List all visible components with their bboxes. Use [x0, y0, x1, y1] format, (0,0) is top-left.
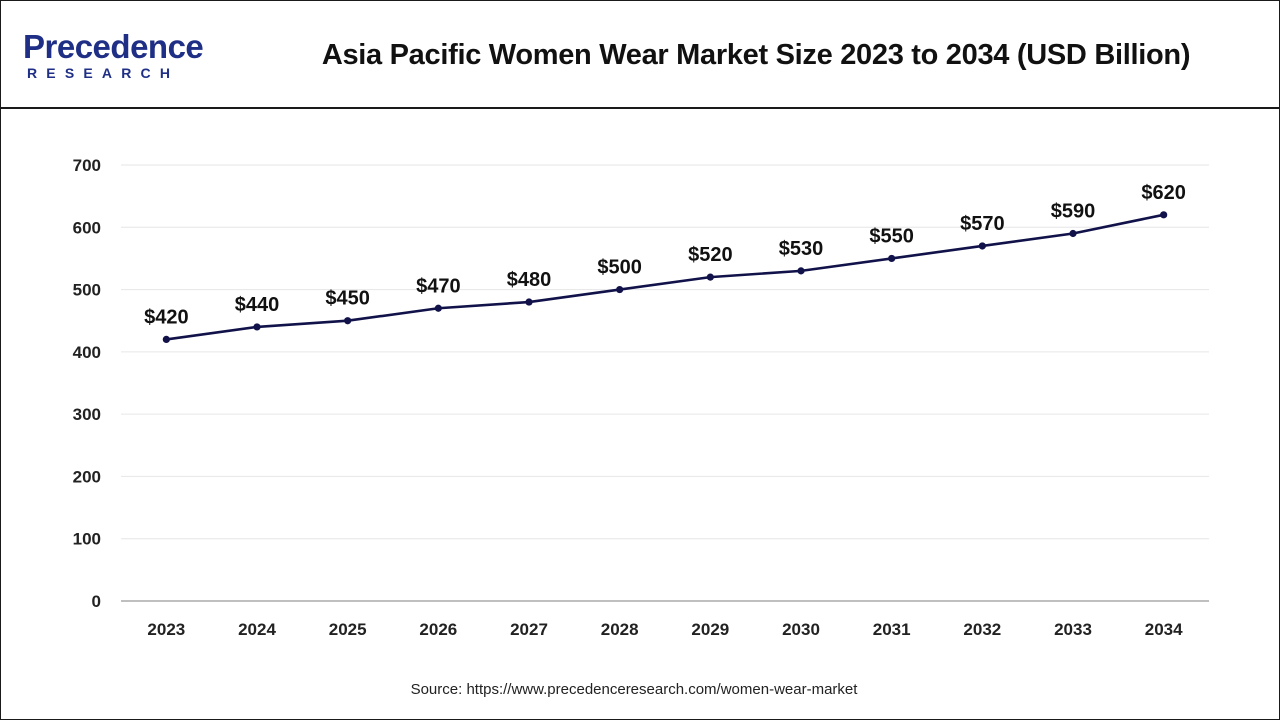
y-tick-label: 0: [92, 592, 101, 611]
series-line: [166, 213, 1164, 341]
data-label: $450: [325, 288, 370, 310]
y-tick-label: 200: [73, 467, 101, 486]
y-tick-label: 100: [73, 530, 101, 549]
data-point: [888, 254, 896, 263]
data-point: [1160, 211, 1168, 219]
data-label: $500: [597, 257, 642, 279]
data-point: [434, 304, 442, 312]
x-tick-label: 2028: [601, 620, 639, 639]
logo-wordmark: Precedence: [23, 28, 204, 65]
source-note: Source: https://www.precedenceresearch.c…: [410, 681, 858, 698]
data-label: $480: [507, 269, 552, 291]
y-tick-label: 700: [73, 156, 101, 175]
x-tick-label: 2029: [691, 620, 729, 639]
data-label: $520: [688, 244, 733, 266]
data-label: $420: [144, 306, 189, 328]
x-tick-label: 2031: [873, 620, 911, 639]
data-label: $550: [869, 225, 914, 247]
x-tick-label: 2024: [238, 620, 276, 639]
data-point: [1069, 229, 1077, 238]
x-tick-label: 2023: [147, 620, 185, 639]
data-point: [344, 317, 352, 325]
data-point: [706, 273, 714, 281]
data-label: $470: [416, 275, 461, 297]
x-tick-label: 2026: [419, 620, 457, 639]
data-label: $570: [960, 213, 1005, 235]
x-tick-label: 2032: [963, 620, 1001, 639]
x-tick-label: 2027: [510, 620, 548, 639]
data-point: [978, 242, 986, 250]
data-point: [162, 335, 170, 343]
data-label: $440: [235, 294, 280, 316]
y-tick-label: 400: [73, 343, 101, 362]
brand-logo: Precedence RESEARCH: [23, 29, 223, 85]
data-point: [253, 323, 261, 331]
data-label: $590: [1051, 201, 1096, 223]
data-label: $530: [779, 238, 824, 260]
logo-subtitle: RESEARCH: [27, 65, 180, 81]
data-point: [797, 267, 805, 275]
x-tick-label: 2030: [782, 620, 820, 639]
y-tick-label: 300: [73, 405, 101, 424]
page-title: Asia Pacific Women Wear Market Size 2023…: [321, 39, 1191, 71]
header: Precedence RESEARCH Asia Pacific Women W…: [1, 1, 1279, 109]
data-label: $620: [1141, 182, 1186, 204]
data-point: [525, 298, 533, 306]
y-tick-label: 600: [73, 218, 101, 237]
data-point: [616, 285, 624, 294]
y-tick-label: 500: [73, 281, 101, 300]
x-tick-label: 2033: [1054, 620, 1092, 639]
x-tick-label: 2034: [1145, 620, 1183, 639]
x-tick-label: 2025: [329, 620, 367, 639]
